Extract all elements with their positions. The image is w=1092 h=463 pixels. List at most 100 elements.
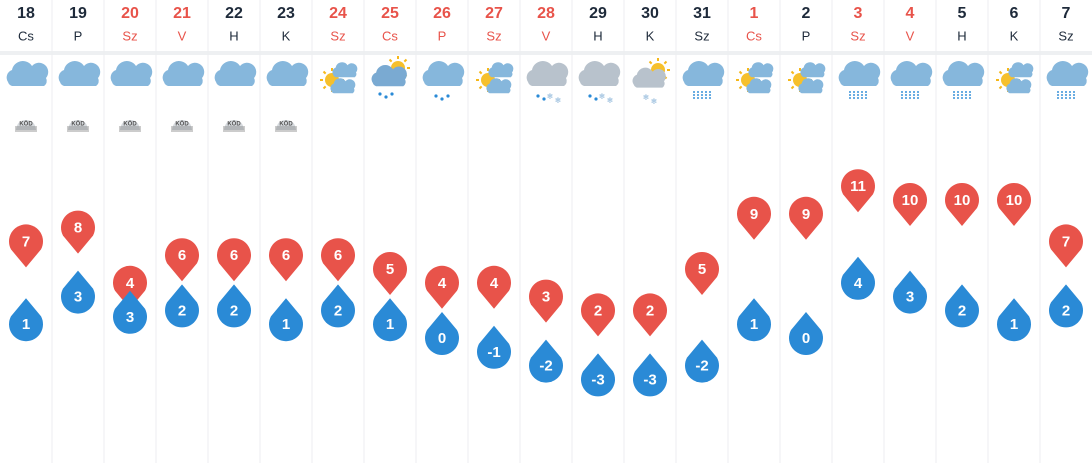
day-number: 25 <box>381 5 399 22</box>
min-temp-label: 3 <box>74 289 82 306</box>
drop-shape <box>581 353 615 397</box>
cloud-shape <box>746 78 772 94</box>
cloud <box>332 62 358 78</box>
weekday: Sz <box>486 28 501 43</box>
fog-label: KÖD <box>279 121 293 128</box>
pin-shape <box>737 196 772 240</box>
weekday: V <box>178 28 187 43</box>
day-number: 29 <box>589 5 607 22</box>
min-temp-label: 0 <box>438 330 446 347</box>
cloud-shape <box>798 78 824 94</box>
min-temp-drop: 1 <box>269 298 303 342</box>
cloud-shape <box>330 78 356 94</box>
cloud-shape <box>800 62 826 78</box>
fog-label: KÖD <box>175 121 189 128</box>
cloud-shape <box>942 61 985 86</box>
max-temp-label: 5 <box>698 261 706 278</box>
max-temp-pin: 8 <box>61 210 95 254</box>
pin-shape <box>529 279 563 323</box>
drop <box>588 94 592 98</box>
weather-icon: ❄ ❄ <box>578 61 621 105</box>
drop-shape <box>633 353 668 397</box>
fog-label: KÖD <box>19 121 33 128</box>
weekday: P <box>74 28 83 43</box>
min-temp-drop: 3 <box>60 270 96 314</box>
snowflake: ❄ <box>555 96 562 105</box>
min-temp-drop: 1 <box>8 298 44 342</box>
min-temp-drop: 0 <box>789 312 823 355</box>
drop-shape <box>217 284 251 328</box>
min-temp-label: 3 <box>906 289 914 306</box>
drop-shape <box>425 312 459 355</box>
cloud <box>748 62 774 78</box>
drop-shape <box>841 256 875 300</box>
cloud-shape <box>486 78 512 94</box>
max-temp-label: 2 <box>594 302 602 319</box>
sun-ray <box>403 58 408 63</box>
min-temp-label: -2 <box>539 358 552 375</box>
sun-ray <box>322 85 327 90</box>
day-number: 23 <box>277 5 295 22</box>
day-number: 26 <box>433 5 451 22</box>
sun-ray <box>738 85 743 90</box>
cloud <box>422 61 465 86</box>
day-number: 2 <box>802 5 811 22</box>
drop-shape <box>165 284 199 328</box>
min-temp-label: 1 <box>386 316 394 333</box>
min-temp-drop: 2 <box>1049 284 1083 328</box>
pin-shape <box>841 169 875 213</box>
max-temp-pin: 6 <box>217 238 251 282</box>
min-temp-drop: -3 <box>633 353 668 397</box>
drop <box>536 94 540 98</box>
max-temp-pin: 7 <box>8 224 44 268</box>
sun-ray <box>663 60 668 65</box>
drop-shape <box>321 284 355 328</box>
max-temp-label: 2 <box>646 302 654 319</box>
min-temp-drop: 2 <box>945 284 979 328</box>
cloud <box>6 61 49 86</box>
max-temp-pin: 6 <box>164 238 199 282</box>
weather-icon <box>266 61 309 86</box>
sun-ray <box>478 85 483 90</box>
drop-shape <box>893 270 927 314</box>
cloud-shape <box>371 64 407 87</box>
min-temp-label: 1 <box>22 316 30 333</box>
weekday: H <box>229 28 238 43</box>
min-temp-drop: 3 <box>893 270 927 314</box>
cloud-shape <box>1008 62 1034 78</box>
drop-shape <box>685 339 720 383</box>
day-number: 30 <box>641 5 659 22</box>
weather-icon <box>682 61 725 99</box>
sun-ray <box>998 85 1003 90</box>
cloud <box>1046 61 1089 86</box>
pin-shape <box>8 224 44 268</box>
pin-shape <box>997 183 1032 226</box>
pin-shape <box>633 293 667 337</box>
min-temp-drop: -1 <box>477 325 511 369</box>
min-temp-label: -1 <box>487 344 500 361</box>
day-number: 21 <box>173 5 191 22</box>
min-temp-drop: 4 <box>841 256 875 300</box>
snowflake: ❄ <box>547 92 554 101</box>
drop-shape <box>945 284 979 328</box>
drop-shape <box>8 298 44 342</box>
max-temp-pin: 2 <box>580 293 615 337</box>
weather-icon <box>736 62 774 94</box>
max-temp-label: 6 <box>282 247 290 264</box>
drop-shape <box>60 270 96 314</box>
max-temp-label: 10 <box>1006 192 1023 209</box>
cloud-shape <box>838 61 881 86</box>
min-temp-drop: 2 <box>321 284 355 328</box>
min-temp-drop: -2 <box>685 339 720 383</box>
sun-ray <box>648 60 653 65</box>
pin-shape <box>789 196 823 240</box>
cloud-shape <box>526 61 569 86</box>
weather-icon <box>476 62 514 94</box>
drop <box>440 97 444 101</box>
cloud <box>162 61 205 86</box>
pin-shape <box>945 183 979 226</box>
weekday: K <box>646 28 655 43</box>
fog-icon <box>120 120 140 130</box>
cloud-shape <box>1046 61 1089 86</box>
